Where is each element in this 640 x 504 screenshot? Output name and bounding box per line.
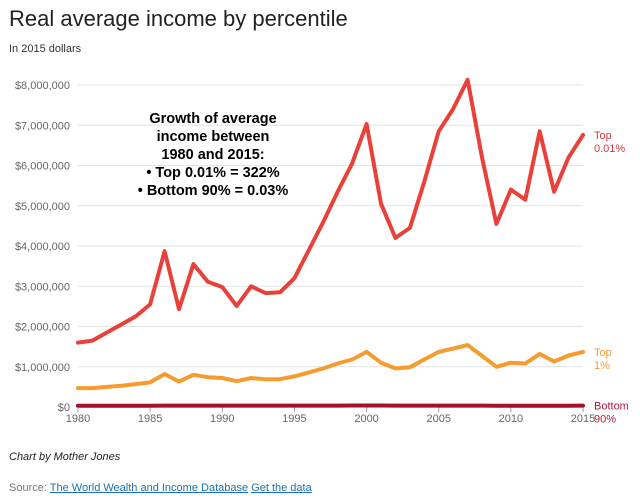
x-tick-label: 1980 [66,413,90,425]
get-data-link[interactable]: Get the data [251,482,312,494]
series-label: Top [594,130,612,142]
y-tick-label: $4,000,000 [15,241,70,253]
x-tick-label: 1985 [138,413,162,425]
y-tick-label: $7,000,000 [15,120,70,132]
x-tick-label: 2000 [354,413,378,425]
x-tick-label: 1995 [282,413,306,425]
source-link[interactable]: The World Wealth and Income Database [49,482,249,494]
series-line [76,343,585,391]
annotation-line: 1980 and 2015: [161,147,265,163]
annotation-line: income between [156,129,270,145]
annotation-line: • Top 0.01% = 322% [146,165,280,181]
annotation-line: Growth of average [149,111,277,127]
y-tick-label: $6,000,000 [15,161,70,173]
y-tick-label: $1,000,000 [15,362,70,374]
series-label: Top [594,347,612,359]
y-tick-label: $0 [58,402,70,414]
annotation-line: • Bottom 90% = 0.03% [137,183,289,199]
series-label: 90% [594,414,616,426]
series-line [76,77,585,345]
y-tick-label: $5,000,000 [15,201,70,213]
x-tick-label: 2005 [426,413,450,425]
y-tick-label: $2,000,000 [15,322,70,334]
series-label: Bottom [594,401,629,413]
x-tick-label: 1990 [210,413,234,425]
y-tick-label: $8,000,000 [15,80,70,92]
series-label: 1% [594,360,610,372]
y-tick-label: $3,000,000 [15,281,70,293]
chart-credit: Chart by Mother Jones [9,451,121,463]
chart-title: Real average income by percentile [9,6,348,31]
series-label: 0.01% [594,143,625,155]
x-tick-label: 2015 [571,413,595,425]
chart-subtitle: In 2015 dollars [9,43,82,55]
growth-annotation: Growth of average income between 1980 an… [118,110,308,200]
source-prefix: Source: [9,482,50,494]
x-tick-label: 2010 [499,413,523,425]
source-line: Source: The World Wealth and Income Data… [9,482,312,494]
